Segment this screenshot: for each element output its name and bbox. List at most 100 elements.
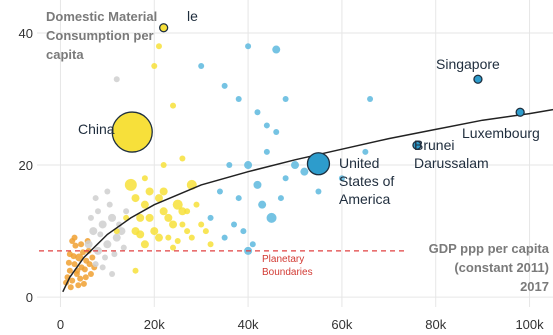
data-point [159,187,168,196]
data-point [79,249,86,256]
y-axis-title-line-1: Domestic Material [46,9,157,24]
data-point [300,167,309,176]
data-point [92,261,99,268]
data-point [244,161,253,170]
data-point [97,231,104,238]
data-point [140,200,149,209]
data-point [273,129,280,136]
data-point [184,228,191,235]
data-point [69,277,76,284]
x-tick-label: 20k [144,317,165,332]
y-tick-label: 0 [26,290,33,305]
data-point [75,253,84,262]
data-point [99,264,106,271]
data-point [112,233,121,242]
data-point [120,244,127,251]
x-axis-title-line-1: GDP ppp per capita [429,241,550,256]
data-point [258,200,267,209]
label-usa-line-3: America [339,191,391,207]
data-point [94,208,101,215]
data-point [159,207,168,216]
label-china: China [78,121,115,137]
label-brunei-line-1: Brunei [414,137,454,153]
data-point [67,284,74,291]
data-point [145,187,154,196]
data-point [184,208,191,215]
data-point [113,76,120,83]
data-point [263,122,270,129]
data-point [240,228,247,235]
data-point [165,234,172,241]
data-point [207,214,214,221]
data-point [226,162,233,169]
label-luxembourg: Luxembourg [462,125,540,141]
data-point [282,175,289,182]
data-point [145,213,154,222]
data-points [63,43,374,291]
x-tick-label: 60k [331,317,352,332]
x-tick-label: 0 [57,317,64,332]
data-point [193,201,200,208]
data-point [84,240,93,249]
data-point [109,270,116,277]
data-point [179,221,186,228]
data-point [103,240,112,249]
data-point [131,194,140,203]
label-singapore: Singapore [436,56,500,72]
data-point [98,220,107,229]
data-point [253,180,262,189]
data-point [174,237,181,244]
data-point [87,214,94,221]
x-tick-label: 80k [425,317,446,332]
label-brunei-line-2: Darussalam [414,155,489,171]
y-tick-label: 40 [19,26,33,41]
data-point [254,109,261,116]
data-point [154,233,163,242]
x-axis-ticks: 0 20k 40k 60k 80k 100k [57,317,544,332]
data-point [235,96,242,103]
data-point [291,161,299,170]
data-point [221,234,228,241]
data-point [245,43,252,50]
data-point [235,195,242,202]
highlight-point [111,111,153,153]
highlight-point [412,140,422,150]
data-point [172,199,183,210]
label-usa-line-2: States of [339,173,394,189]
data-point [263,148,270,155]
x-axis-title-line-3: 2017 [520,279,549,294]
data-point [155,43,162,50]
data-point [141,175,148,182]
data-point [338,175,345,182]
data-point [66,251,73,258]
data-point [202,228,209,235]
data-point [198,221,205,228]
data-point [75,282,82,289]
data-point [102,254,109,261]
boundary-label-line-1: Planetary [262,254,304,265]
data-point [198,63,205,70]
data-point [151,63,158,70]
data-point [140,240,149,249]
x-tick-label: 40k [238,317,259,332]
y-axis-ticks: 0 20 40 [19,26,33,305]
highlighted-countries [111,23,525,176]
data-point [154,194,163,203]
data-point [179,155,186,162]
data-point [86,261,93,268]
data-point [65,259,72,266]
data-point [104,188,111,195]
data-point [178,207,187,216]
y-axis-title-line-2: Consumption per [46,28,154,43]
data-point [81,266,88,273]
highlight-point [473,74,483,84]
data-point [124,178,137,191]
data-point [89,254,96,261]
data-point [249,241,256,248]
data-point [216,188,223,195]
data-point [80,280,87,287]
data-point [282,96,289,103]
data-point [367,96,374,103]
data-point [66,267,73,274]
